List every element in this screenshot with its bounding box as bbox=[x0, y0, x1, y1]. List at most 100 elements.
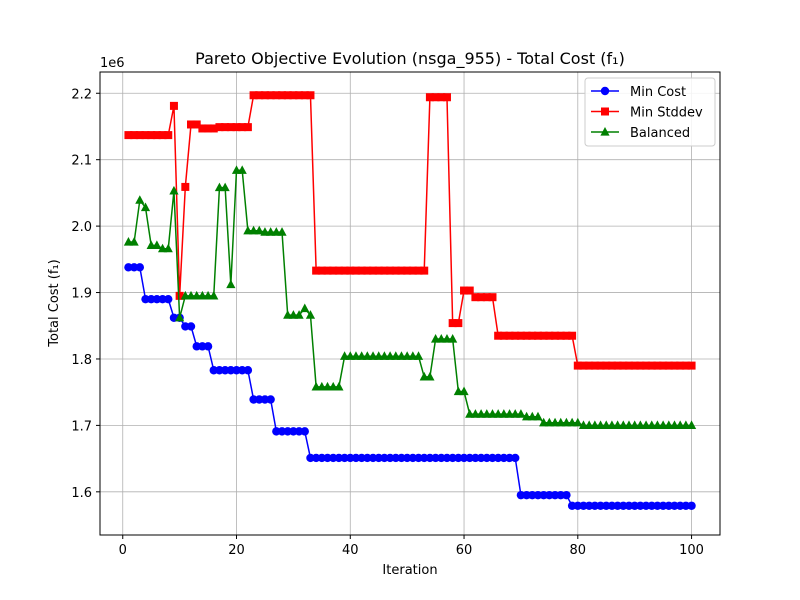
data-point-min-stddev bbox=[590, 361, 599, 370]
data-point-min-stddev bbox=[124, 131, 133, 140]
data-point-min-stddev bbox=[147, 131, 156, 140]
data-point-min-stddev bbox=[579, 361, 588, 370]
data-point-min-stddev bbox=[221, 123, 230, 132]
data-point-min-stddev bbox=[556, 331, 565, 340]
data-point-min-stddev bbox=[169, 101, 178, 110]
data-point-min-stddev bbox=[573, 361, 582, 370]
axis-ticks: 0 20 40 60 80 100 1.6 1.7 1.8 1.9 2.0 2.1 2.2 bbox=[71, 87, 704, 558]
x-tick-label: 60 bbox=[456, 543, 473, 558]
y-tick-label: 1.6 bbox=[71, 486, 92, 501]
legend-label-min-stddev: Min Stddev bbox=[630, 106, 703, 121]
data-point-min-stddev bbox=[323, 266, 332, 275]
legend-item-min-cost: Min Cost bbox=[591, 85, 686, 100]
data-point-min-stddev bbox=[596, 361, 605, 370]
data-point-min-cost bbox=[243, 366, 253, 375]
data-point-min-cost bbox=[300, 427, 309, 436]
legend-marker-balanced bbox=[600, 127, 610, 136]
data-point-min-stddev bbox=[522, 331, 531, 340]
data-point-min-stddev bbox=[408, 266, 417, 275]
data-point-min-stddev bbox=[329, 266, 338, 275]
data-point-balanced bbox=[294, 310, 304, 319]
data-point-min-stddev bbox=[420, 266, 429, 275]
data-point-balanced bbox=[413, 351, 424, 360]
data-point-min-stddev bbox=[607, 361, 616, 370]
data-point-balanced bbox=[686, 420, 697, 429]
data-point-balanced bbox=[140, 202, 151, 212]
data-point-min-stddev bbox=[664, 361, 673, 370]
data-point-min-stddev bbox=[340, 266, 349, 275]
legend-marker-min-cost bbox=[600, 86, 610, 96]
data-point-min-stddev bbox=[255, 91, 264, 100]
data-point-min-stddev bbox=[442, 93, 451, 102]
data-point-min-stddev bbox=[130, 131, 139, 140]
series-min-cost bbox=[124, 263, 696, 510]
data-point-min-stddev bbox=[351, 266, 360, 275]
data-point-balanced bbox=[226, 279, 236, 289]
data-point-min-stddev bbox=[192, 120, 201, 129]
data-point-min-stddev bbox=[306, 91, 315, 100]
data-point-min-stddev bbox=[681, 361, 690, 370]
y-tick-label: 2.1 bbox=[71, 154, 92, 169]
data-point-min-stddev bbox=[568, 331, 577, 340]
data-point-min-stddev bbox=[204, 124, 213, 133]
data-point-balanced bbox=[334, 381, 344, 391]
x-axis-title: Iteration bbox=[382, 563, 437, 578]
data-point-min-stddev bbox=[653, 361, 662, 370]
legend-label-min-cost: Min Cost bbox=[630, 85, 686, 100]
data-point-min-stddev bbox=[425, 93, 434, 102]
data-point-min-stddev bbox=[266, 91, 275, 100]
data-point-min-stddev bbox=[477, 293, 486, 302]
data-point-min-stddev bbox=[551, 331, 560, 340]
data-point-balanced bbox=[175, 312, 185, 322]
data-point-balanced bbox=[425, 371, 435, 381]
data-point-min-stddev bbox=[448, 319, 457, 328]
data-point-balanced bbox=[135, 195, 145, 204]
data-point-min-stddev bbox=[334, 266, 343, 275]
data-point-min-stddev bbox=[545, 331, 554, 340]
data-point-min-stddev bbox=[369, 266, 378, 275]
y-tick-label: 1.8 bbox=[71, 353, 92, 368]
data-point-min-stddev bbox=[226, 123, 235, 132]
data-point-balanced bbox=[152, 240, 162, 249]
data-point-min-stddev bbox=[562, 331, 571, 340]
data-point-min-stddev bbox=[482, 293, 491, 302]
data-point-balanced bbox=[254, 225, 264, 235]
data-point-min-stddev bbox=[676, 361, 685, 370]
data-point-min-stddev bbox=[215, 123, 224, 132]
series-balanced bbox=[123, 165, 697, 429]
data-point-min-stddev bbox=[243, 123, 252, 132]
data-point-min-stddev bbox=[687, 361, 696, 370]
data-point-min-stddev bbox=[158, 131, 167, 140]
data-point-min-stddev bbox=[613, 361, 622, 370]
data-point-min-stddev bbox=[141, 131, 150, 140]
data-point-balanced bbox=[209, 290, 219, 300]
data-point-min-stddev bbox=[630, 361, 639, 370]
data-point-min-stddev bbox=[465, 286, 474, 295]
data-point-min-stddev bbox=[437, 93, 446, 102]
data-point-balanced bbox=[277, 227, 287, 236]
series-line-min-cost bbox=[128, 266, 692, 507]
data-point-balanced bbox=[573, 417, 583, 427]
data-point-min-stddev bbox=[346, 266, 355, 275]
data-point-min-stddev bbox=[516, 331, 525, 340]
data-point-balanced bbox=[163, 243, 173, 253]
data-point-min-stddev bbox=[511, 331, 520, 340]
data-point-min-stddev bbox=[624, 361, 633, 370]
data-point-min-cost bbox=[562, 490, 571, 500]
data-point-min-cost bbox=[266, 395, 275, 404]
data-point-min-stddev bbox=[539, 331, 548, 340]
data-point-min-stddev bbox=[374, 266, 383, 275]
data-point-min-stddev bbox=[187, 120, 196, 129]
y-axis-title: Total Cost (f₁) bbox=[47, 259, 62, 347]
data-point-min-stddev bbox=[300, 91, 309, 100]
data-point-min-stddev bbox=[403, 266, 412, 275]
data-point-min-cost bbox=[135, 263, 145, 272]
data-point-min-stddev bbox=[249, 91, 258, 100]
data-point-min-stddev bbox=[209, 124, 218, 133]
data-point-min-stddev bbox=[642, 361, 651, 370]
data-point-min-stddev bbox=[152, 131, 161, 140]
data-point-min-cost bbox=[511, 453, 520, 463]
data-point-min-cost bbox=[164, 294, 173, 304]
data-point-min-stddev bbox=[278, 91, 287, 100]
